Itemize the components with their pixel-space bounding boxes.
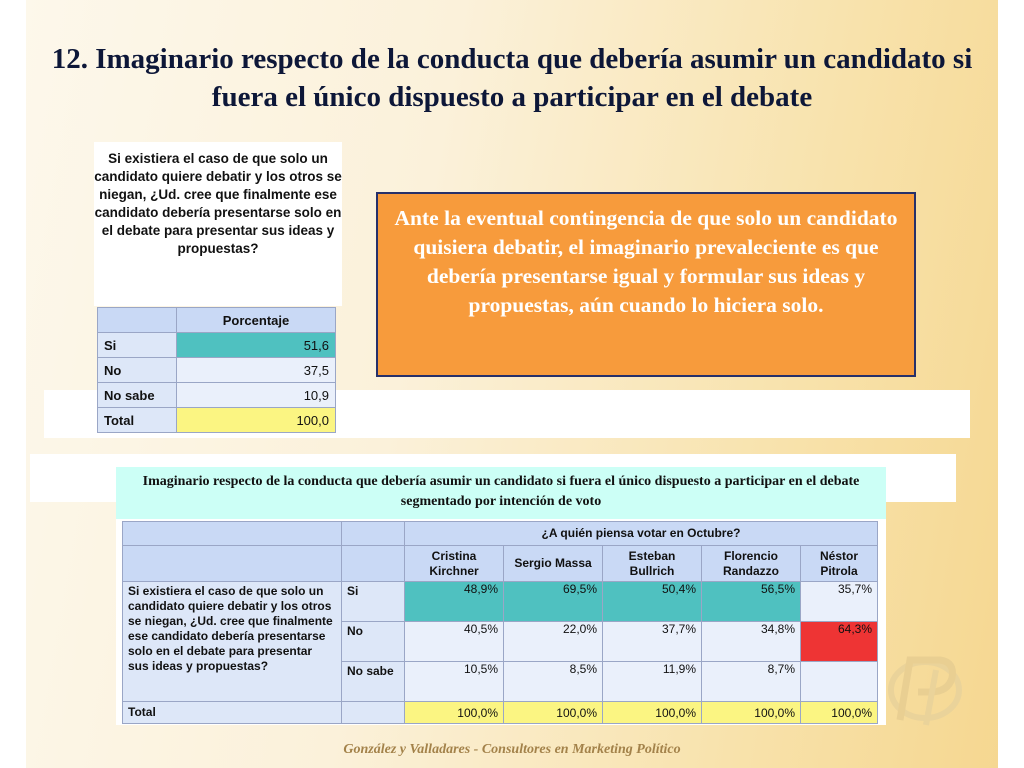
insight-callout: Ante la eventual contingencia de que sol… [376,192,916,377]
table-row: No 40,5% 22,0% 37,7% 34,8% 64,3% [123,621,878,662]
cell-value: 11,9% [602,661,702,702]
question-text: Si existiera el caso de que solo un cand… [94,142,342,306]
row-label: No sabe [97,382,177,408]
cell-value: 50,4% [602,581,702,622]
column-header: Florencio Randazzo [701,545,801,582]
group-header: ¿A quién piensa votar en Octubre? [404,521,878,546]
total-spacer [341,701,405,724]
footer-credit: González y Valladares - Consultores en M… [343,742,681,757]
row-label: No [341,621,405,662]
cell-value: 100,0% [701,701,801,724]
cell-value: 100,0% [503,701,603,724]
cell-value: 8,5% [503,661,603,702]
row-label: Total [97,407,177,433]
summary-col-header: Porcentaje [176,307,336,333]
crosstab-corner [122,521,342,546]
cell-value: 69,5% [503,581,603,622]
row-label: No sabe [341,661,405,702]
table-row: No 37,5 [97,357,336,383]
row-value: 100,0 [176,407,336,433]
row-label: Si [97,332,177,358]
table-row: Si 51,6 [97,332,336,358]
cell-value: 100,0% [800,701,878,724]
crosstab-caption: Imaginario respecto de la conducta que d… [116,467,886,519]
cell-value: 56,5% [701,581,801,622]
row-label: No [97,357,177,383]
table-row: No sabe 10,9 [97,382,336,408]
company-logo-icon [888,656,962,726]
summary-table: Porcentaje Si 51,6 No 37,5 No sabe 10,9 … [97,307,336,433]
crosstab-corner-3 [122,545,342,582]
summary-corner [97,307,177,333]
cell-value: 10,5% [404,661,504,702]
cell-value: 8,7% [701,661,801,702]
cell-value: 37,7% [602,621,702,662]
row-label: Si [341,581,405,622]
cell-value: 40,5% [404,621,504,662]
crosstab-table: ¿A quién piensa votar en Octubre? Cristi… [122,521,878,724]
column-header: Cristina Kirchner [404,545,504,582]
cell-value: 34,8% [701,621,801,662]
table-row: Total 100,0 [97,407,336,433]
cell-value: 35,7% [800,581,878,622]
column-header: Néstor Pitrola [800,545,878,582]
row-value: 37,5 [176,357,336,383]
row-value: 51,6 [176,332,336,358]
table-row: Total 100,0% 100,0% 100,0% 100,0% 100,0% [122,701,878,724]
cell-value: 22,0% [503,621,603,662]
cell-value: 100,0% [602,701,702,724]
table-row: Si existiera el caso de que solo un cand… [122,581,878,702]
cell-value: 64,3% [800,621,878,662]
column-header: Esteban Bullrich [602,545,702,582]
row-value: 10,9 [176,382,336,408]
cell-value [800,661,878,702]
page-title: 12. Imaginario respecto de la conducta q… [51,43,973,113]
total-label: Total [122,701,342,724]
cell-value: 48,9% [404,581,504,622]
crosstab-corner-4 [341,545,405,582]
table-row: No sabe 10,5% 8,5% 11,9% 8,7% [123,661,878,702]
crosstab-corner-2 [341,521,405,546]
column-header: Sergio Massa [503,545,603,582]
cell-value: 100,0% [404,701,504,724]
row-question: Si existiera el caso de que solo un cand… [122,581,342,702]
